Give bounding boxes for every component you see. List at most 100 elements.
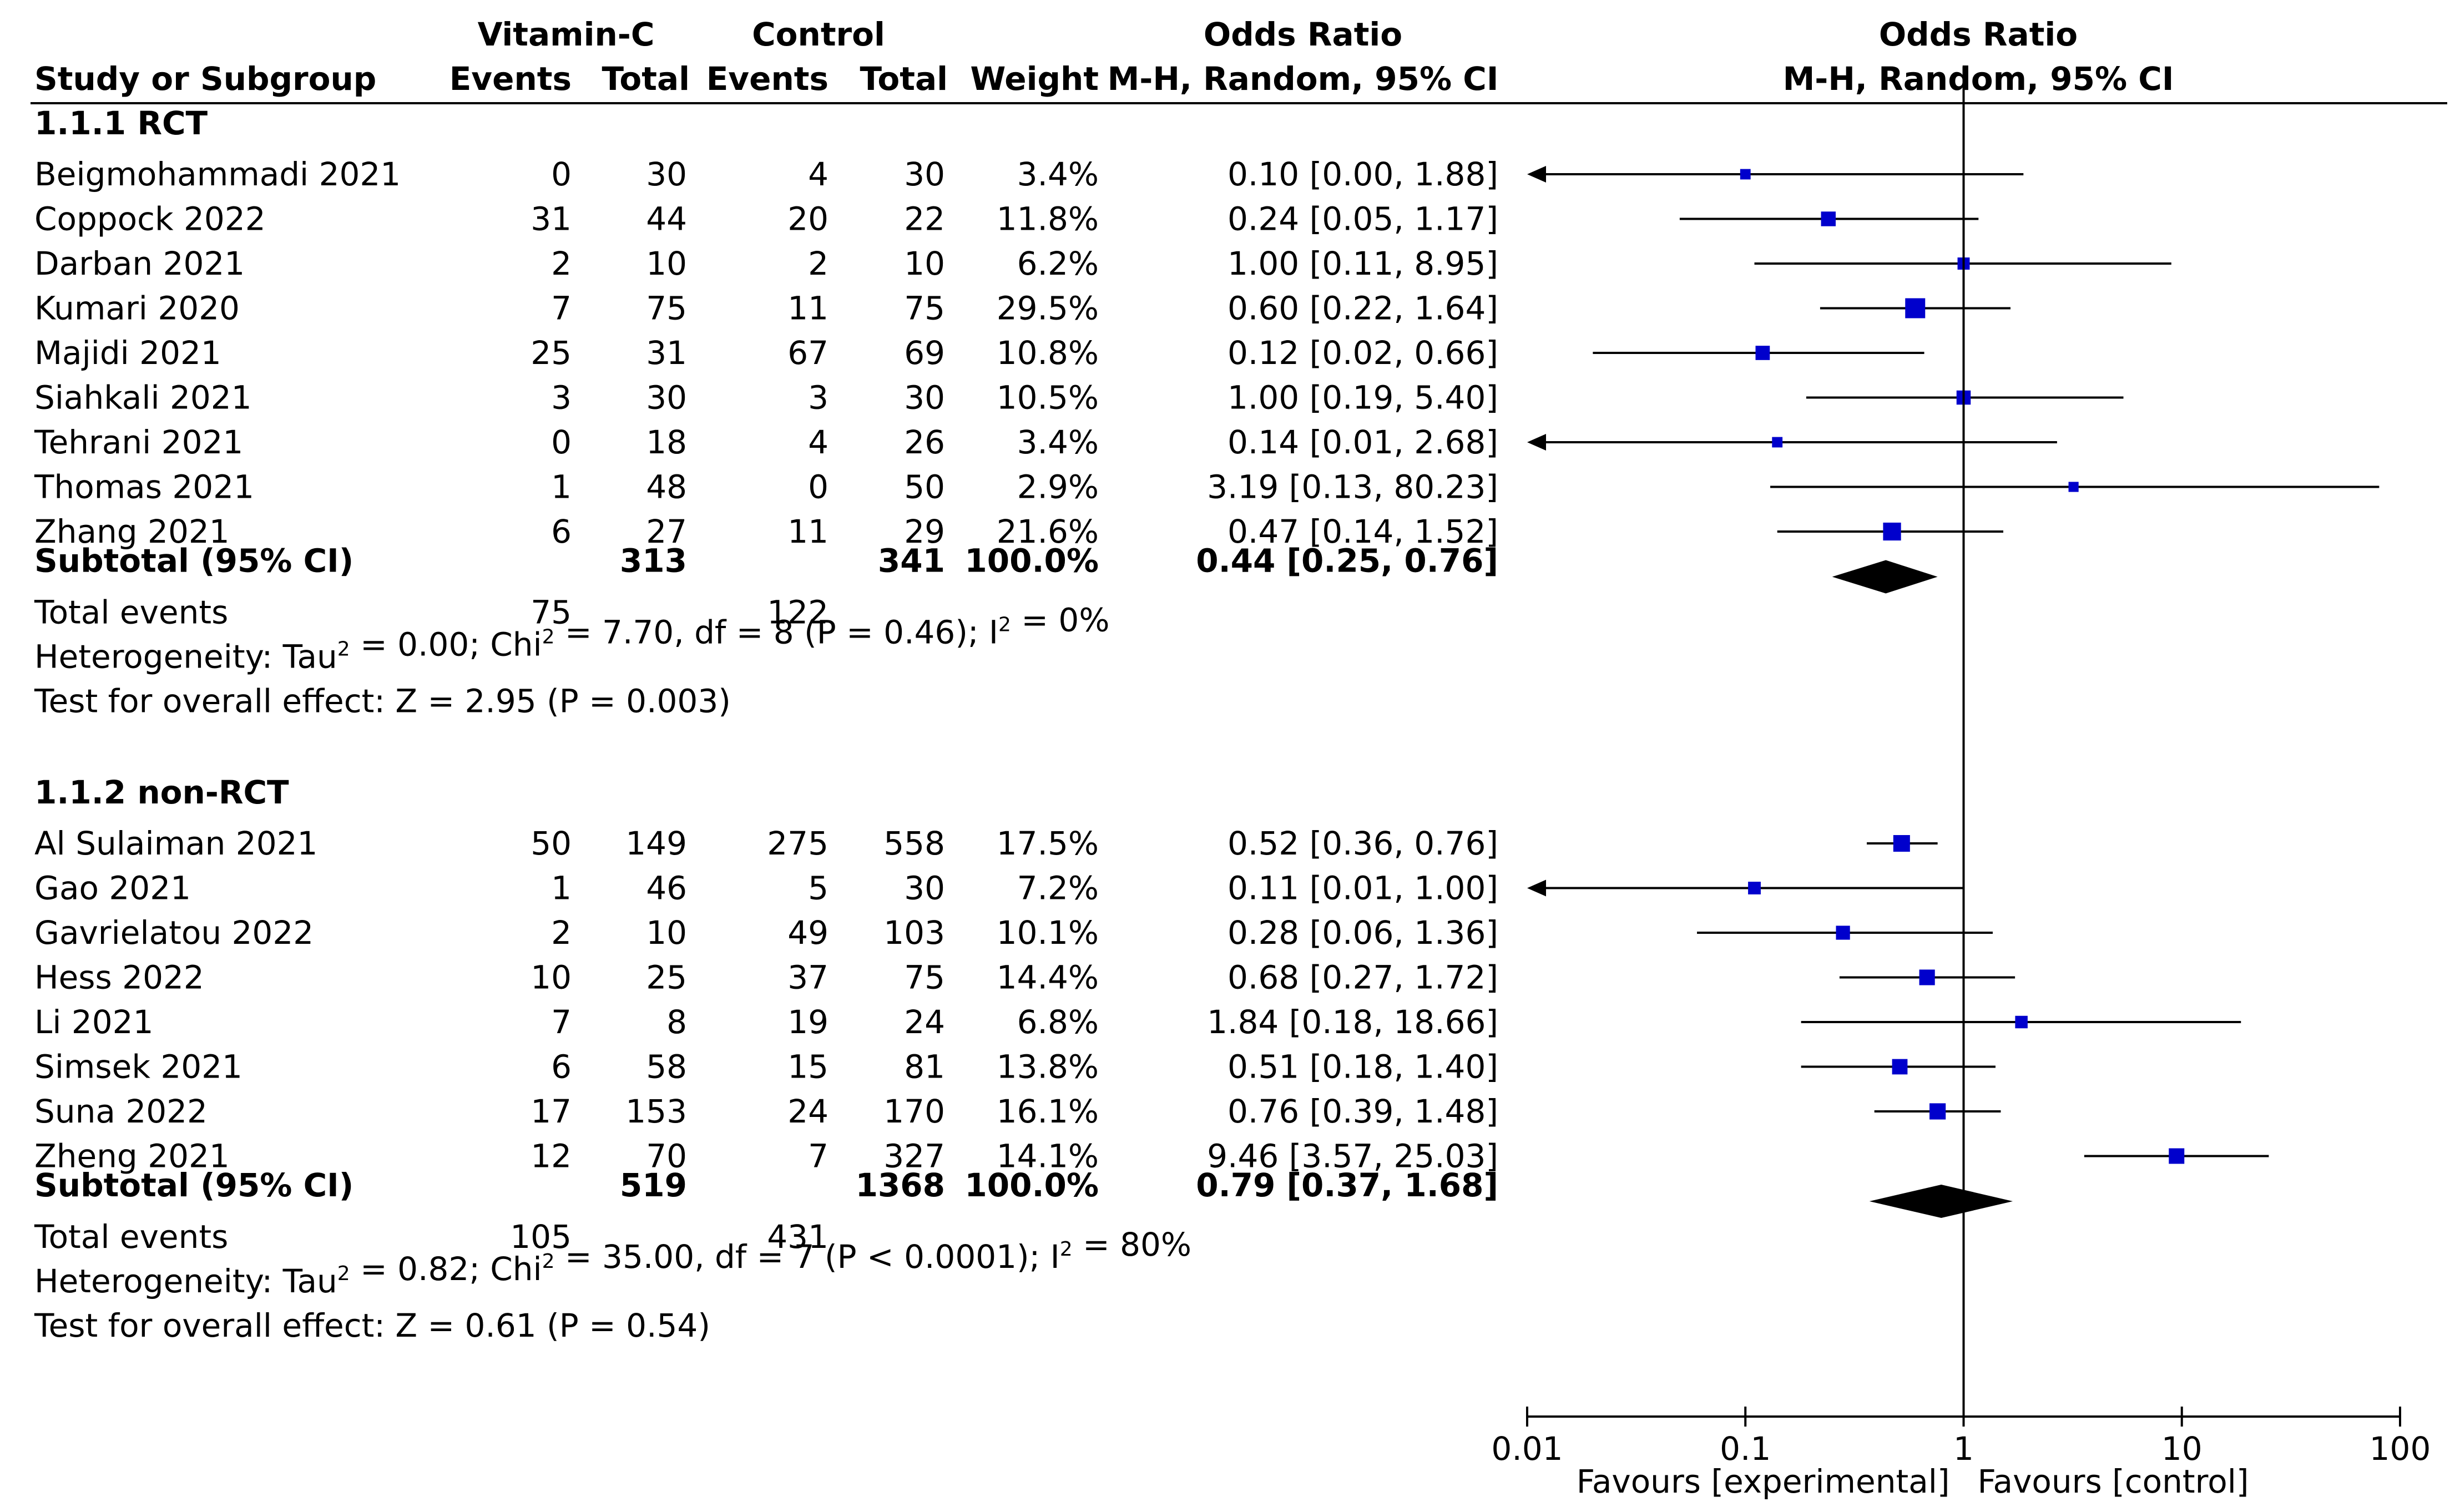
control-events: 24 xyxy=(787,1093,829,1130)
subtotal-vitc-total: 519 xyxy=(620,1166,687,1204)
vitc-events: 1 xyxy=(551,869,572,907)
study-name: Darban 2021 xyxy=(34,245,245,282)
subtotal-label: Subtotal (95% CI) xyxy=(34,1166,353,1204)
total-events-label: Total events xyxy=(34,1218,228,1256)
subtotal-weight: 100.0% xyxy=(964,1166,1099,1204)
x-tick-label: 100 xyxy=(2370,1430,2431,1468)
total-events-control: 122 xyxy=(767,594,829,631)
favours-experimental-label: Favours [experimental] xyxy=(1577,1463,1950,1500)
study-name: Suna 2022 xyxy=(34,1093,208,1130)
heterogeneity-text-part: = 0.82; Chi xyxy=(350,1250,542,1288)
subgroup-title: 1.1.2 non-RCT xyxy=(34,773,289,811)
study-ci: 0.76 [0.39, 1.48] xyxy=(1227,1093,1498,1130)
total-events-vitc: 75 xyxy=(531,594,572,631)
vitc-total: 44 xyxy=(646,200,687,238)
vitc-events: 7 xyxy=(551,290,572,327)
study-marker xyxy=(1836,926,1850,940)
study-ci: 0.68 [0.27, 1.72] xyxy=(1227,959,1498,997)
vitc-events: 6 xyxy=(551,513,572,550)
vitc-total: 8 xyxy=(666,1003,687,1041)
study-ci: 9.46 [3.57, 25.03] xyxy=(1207,1137,1498,1175)
study-weight: 7.2% xyxy=(1017,869,1099,907)
study-ci: 0.11 [0.01, 1.00] xyxy=(1227,869,1498,907)
study-ci: 0.24 [0.05, 1.17] xyxy=(1227,200,1498,238)
x-tick-label: 0.1 xyxy=(1720,1430,1771,1468)
study-marker xyxy=(1892,1059,1908,1075)
study-ci: 1.84 [0.18, 18.66] xyxy=(1207,1003,1498,1041)
vitc-total: 58 xyxy=(646,1048,687,1086)
study-marker xyxy=(1772,437,1783,448)
study-ci: 0.10 [0.00, 1.88] xyxy=(1227,155,1498,193)
study-name: Gavrielatou 2022 xyxy=(34,914,314,952)
vitc-total: 18 xyxy=(646,423,687,461)
vitc-total: 25 xyxy=(646,959,687,997)
vitc-events: 31 xyxy=(531,200,572,238)
x-tick-label: 1 xyxy=(1953,1430,1974,1468)
subtotal-weight: 100.0% xyxy=(964,542,1099,580)
heterogeneity-text-part: Heterogeneity: Tau xyxy=(34,1262,337,1300)
study-ci: 3.19 [0.13, 80.23] xyxy=(1207,468,1498,506)
vitc-total: 27 xyxy=(646,513,687,550)
vitc-total: 31 xyxy=(646,334,687,372)
vitc-events: 2 xyxy=(551,245,572,282)
study-weight: 11.8% xyxy=(997,200,1099,238)
heterogeneity-text-superscript: 2 xyxy=(542,626,555,649)
vitc-total: 48 xyxy=(646,468,687,506)
header-vitc-group: Vitamin-C xyxy=(478,16,655,53)
header-control-events: Events xyxy=(706,60,829,98)
study-name: Thomas 2021 xyxy=(34,468,254,506)
study-marker xyxy=(1883,522,1901,541)
control-events: 3 xyxy=(808,379,829,417)
study-ci: 0.52 [0.36, 0.76] xyxy=(1227,825,1498,862)
control-events: 49 xyxy=(787,914,829,952)
heterogeneity-text-part: Heterogeneity: Tau xyxy=(34,638,337,676)
heterogeneity-text-superscript: 2 xyxy=(542,1250,555,1273)
header-or-method: M-H, Random, 95% CI xyxy=(1108,60,1499,98)
control-events: 11 xyxy=(787,290,829,327)
control-events: 11 xyxy=(787,513,829,550)
study-ci: 0.12 [0.02, 0.66] xyxy=(1227,334,1498,372)
study-name: Siahkali 2021 xyxy=(34,379,252,417)
subtotal-diamond xyxy=(1869,1185,2013,1218)
control-events: 4 xyxy=(808,423,829,461)
subtotal-control-total: 1368 xyxy=(856,1166,945,1204)
vitc-events: 17 xyxy=(531,1093,572,1130)
study-ci: 1.00 [0.11, 8.95] xyxy=(1227,245,1498,282)
study-marker xyxy=(2169,1148,2185,1164)
vitc-events: 12 xyxy=(531,1137,572,1175)
control-events: 37 xyxy=(787,959,829,997)
control-events: 4 xyxy=(808,155,829,193)
header-odds-ratio: Odds Ratio xyxy=(1204,16,1402,53)
control-events: 19 xyxy=(787,1003,829,1041)
control-total: 10 xyxy=(904,245,945,282)
study-name: Simsek 2021 xyxy=(34,1048,243,1086)
ci-left-arrow xyxy=(1527,166,1546,183)
vitc-events: 1 xyxy=(551,468,572,506)
vitc-events: 6 xyxy=(551,1048,572,1086)
control-total: 103 xyxy=(883,914,945,952)
total-events-label: Total events xyxy=(34,594,228,631)
study-marker xyxy=(1748,882,1761,894)
study-weight: 10.1% xyxy=(997,914,1099,952)
study-name: Zhang 2021 xyxy=(34,513,230,550)
control-events: 5 xyxy=(808,869,829,907)
heterogeneity-text-part: = 7.70, df = 8 (P = 0.46); I xyxy=(555,614,998,651)
study-name: Tehrani 2021 xyxy=(34,423,243,461)
study-marker xyxy=(1821,211,1836,226)
overall-effect-text: Test for overall effect: Z = 2.95 (P = 0… xyxy=(34,682,731,720)
study-weight: 3.4% xyxy=(1017,155,1099,193)
study-marker xyxy=(1905,298,1926,318)
control-total: 30 xyxy=(904,155,945,193)
vitc-events: 25 xyxy=(531,334,572,372)
study-marker xyxy=(1740,169,1751,180)
control-total: 81 xyxy=(904,1048,945,1086)
study-weight: 14.1% xyxy=(997,1137,1099,1175)
study-weight: 6.2% xyxy=(1017,245,1099,282)
study-weight: 6.8% xyxy=(1017,1003,1099,1041)
header-study: Study or Subgroup xyxy=(34,60,376,98)
vitc-total: 30 xyxy=(646,379,687,417)
study-marker xyxy=(1893,835,1910,852)
study-weight: 29.5% xyxy=(997,290,1099,327)
control-total: 29 xyxy=(904,513,945,550)
